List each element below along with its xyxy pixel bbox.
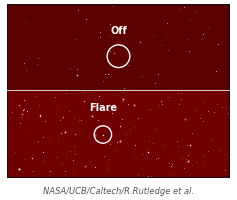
- Text: Flare: Flare: [89, 103, 117, 113]
- Text: NASA/UCB/Caltech/R.Rutledge et al.: NASA/UCB/Caltech/R.Rutledge et al.: [43, 186, 194, 196]
- Bar: [7, 91, 230, 178]
- Text: Off: Off: [110, 26, 127, 36]
- Bar: [7, 4, 230, 90]
